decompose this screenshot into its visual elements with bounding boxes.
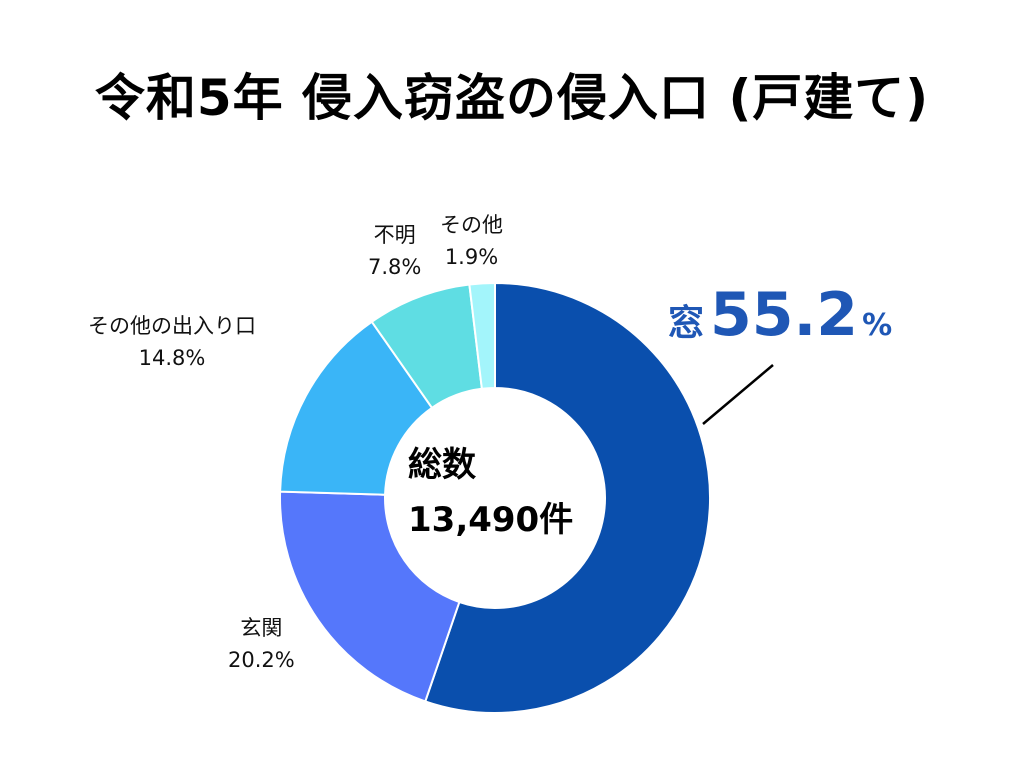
slice-label-genkan: 玄関 20.2% — [228, 612, 295, 676]
slice-label-genkan-name: 玄関 — [240, 616, 283, 640]
slice-label-other-entrance-pct: 14.8% — [138, 346, 206, 370]
callout-name: 窓 — [668, 303, 705, 344]
donut-center-total: 総数 13,490件 — [408, 440, 573, 550]
slice-label-unknown: 不明 7.8% — [368, 219, 421, 283]
callout-unit: % — [862, 308, 893, 343]
slice-label-other: その他 1.9% — [440, 209, 503, 273]
slice-genkan — [279, 490, 461, 703]
donut-slices — [279, 281, 712, 714]
slice-label-other-name: その他 — [440, 213, 503, 237]
slice-other-entrance — [279, 320, 434, 496]
window-callout: 窓 55.2% — [668, 280, 892, 350]
slice-label-unknown-pct: 7.8% — [368, 255, 422, 279]
callout-value: 55.2 — [710, 280, 859, 350]
slice-window — [424, 281, 712, 714]
chart-title: 令和5年 侵入窃盗の侵入口 (戸建て) — [94, 69, 930, 127]
slice-other — [468, 281, 496, 390]
center-label: 総数 — [408, 445, 476, 485]
slice-label-unknown-name: 不明 — [373, 223, 416, 247]
callout-leader-line — [702, 364, 774, 425]
slice-label-other-entrance-name: その他の出入り口 — [88, 314, 256, 338]
slice-label-other-entrance: その他の出入り口 14.8% — [88, 310, 256, 374]
slice-label-genkan-pct: 20.2% — [228, 648, 295, 672]
center-total-value: 13,490件 — [408, 500, 574, 540]
slice-label-other-pct: 1.9% — [444, 245, 499, 269]
